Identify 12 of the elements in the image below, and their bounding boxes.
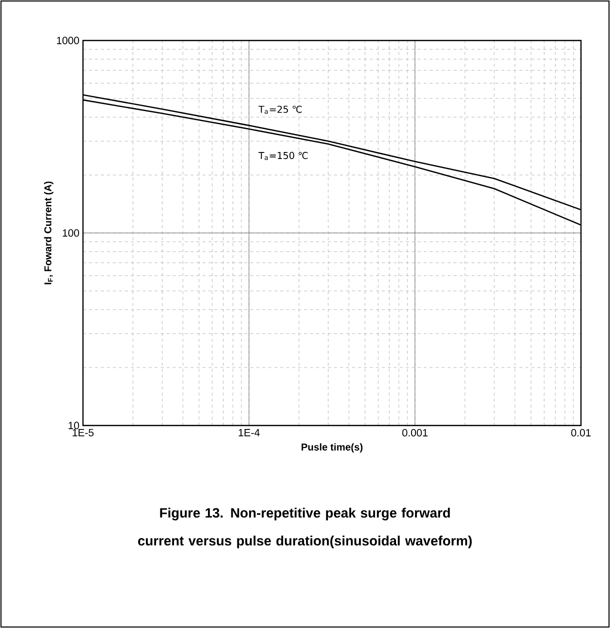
text: Figure 13. Non-repetitive peak surge forward current versus pulse duration(sinusoidal waveform) — [138, 508, 472, 548]
x-tick-label: 0.01 — [571, 429, 591, 436]
y-axis-title: I$_{F}$, Foward Current (A) — [44, 182, 54, 284]
x-tick-label: 1E-5 — [72, 429, 94, 436]
annotation: T$_{a}$=150 ℃ — [258, 152, 308, 160]
annotation: T$_{a}$=25 ℃ — [258, 106, 302, 114]
y-tick-label: 100 — [62, 229, 80, 237]
x-tick-label: 0.001 — [402, 429, 428, 436]
x-axis-title: Pusle time(s) — [302, 443, 362, 453]
y-tick-label: 1000 — [56, 36, 80, 44]
y-tick-label: 10 — [68, 422, 80, 430]
x-tick-label: 1E-4 — [238, 429, 260, 436]
